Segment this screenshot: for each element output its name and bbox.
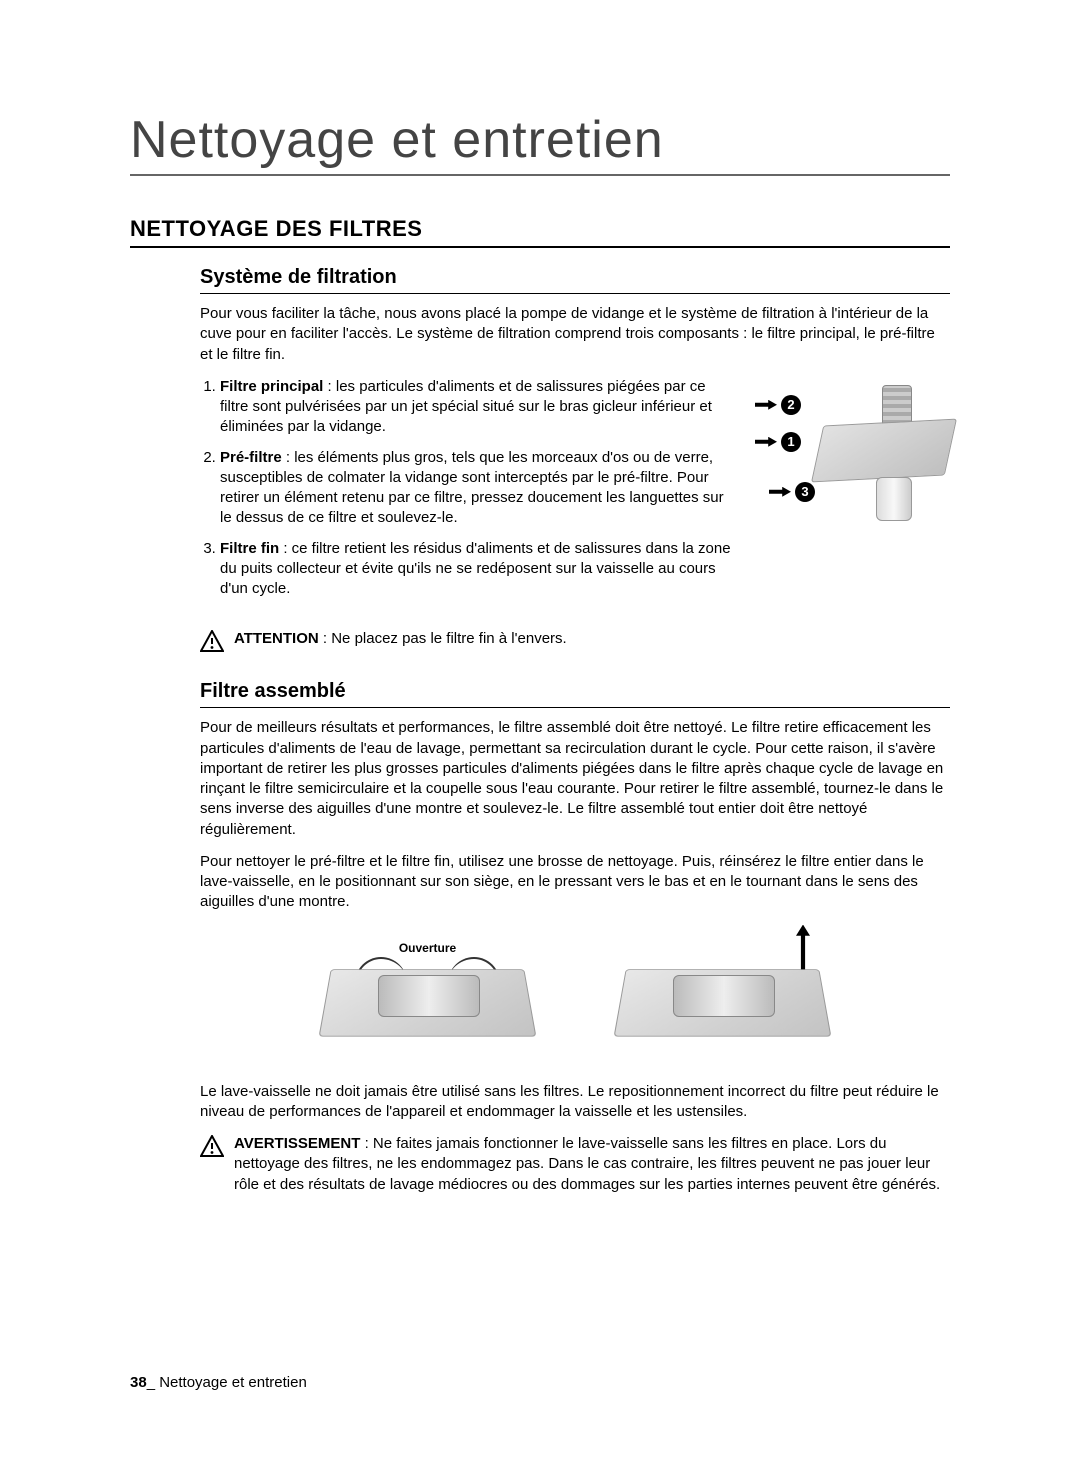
attention-block: ATTENTION : Ne placez pas le filtre fin … — [200, 629, 950, 652]
filter-text-3: : ce filtre retient les résidus d'alimen… — [220, 540, 731, 598]
figure-marker-1: 1 — [755, 432, 801, 452]
attention-label: ATTENTION — [234, 630, 319, 647]
figure-marker-3: 3 — [769, 482, 815, 502]
assembled-p3: Le lave-vaisselle ne doit jamais être ut… — [200, 1082, 950, 1123]
up-arrow-icon — [796, 925, 810, 970]
marker-badge: 3 — [795, 482, 815, 502]
page-number: 38 — [130, 1374, 147, 1391]
marker-badge: 1 — [781, 432, 801, 452]
marker-badge: 2 — [781, 395, 801, 415]
filter-term-1: Filtre principal — [220, 378, 323, 395]
figure-lift — [610, 925, 835, 1060]
attention-text: : Ne placez pas le filtre fin à l'envers… — [319, 630, 567, 647]
figure-open-label: Ouverture — [399, 941, 456, 955]
warning-block: AVERTISSEMENT : Ne faites jamais fonctio… — [200, 1134, 950, 1195]
filter-term-2: Pré-filtre — [220, 449, 282, 466]
figure-part-bottom — [876, 477, 912, 521]
filter-term-3: Filtre fin — [220, 540, 279, 557]
filter-item-2: Pré-filtre : les éléments plus gros, tel… — [220, 448, 735, 529]
filter-list: Filtre principal : les particules d'alim… — [200, 377, 735, 600]
assembled-p1: Pour de meilleurs résultats et performan… — [200, 718, 950, 840]
figure-marker-2: 2 — [755, 395, 801, 415]
subsection-assembled-title: Filtre assemblé — [200, 680, 950, 708]
subsection-filtration-title: Système de filtration — [200, 266, 950, 294]
assembled-p2: Pour nettoyer le pré-filtre et le filtre… — [200, 852, 950, 913]
chapter-title: Nettoyage et entretien — [130, 110, 950, 176]
figure-part-plate — [811, 418, 957, 482]
warning-label: AVERTISSEMENT — [234, 1135, 360, 1152]
filter-item-3: Filtre fin : ce filtre retient les résid… — [220, 539, 735, 600]
section-title: NETTOYAGE DES FILTRES — [130, 216, 950, 248]
warning-icon — [200, 630, 224, 652]
filtration-intro: Pour vous faciliter la tâche, nous avons… — [200, 304, 950, 365]
filter-text-2: : les éléments plus gros, tels que les m… — [220, 449, 724, 527]
figure-open: Ouverture — [315, 925, 540, 1060]
filter-item-1: Filtre principal : les particules d'alim… — [220, 377, 735, 438]
footer-label: Nettoyage et entretien — [159, 1374, 307, 1391]
warning-icon — [200, 1135, 224, 1195]
page-footer: 38_ Nettoyage et entretien — [130, 1374, 307, 1391]
filter-exploded-figure: 2 1 3 — [755, 377, 950, 517]
